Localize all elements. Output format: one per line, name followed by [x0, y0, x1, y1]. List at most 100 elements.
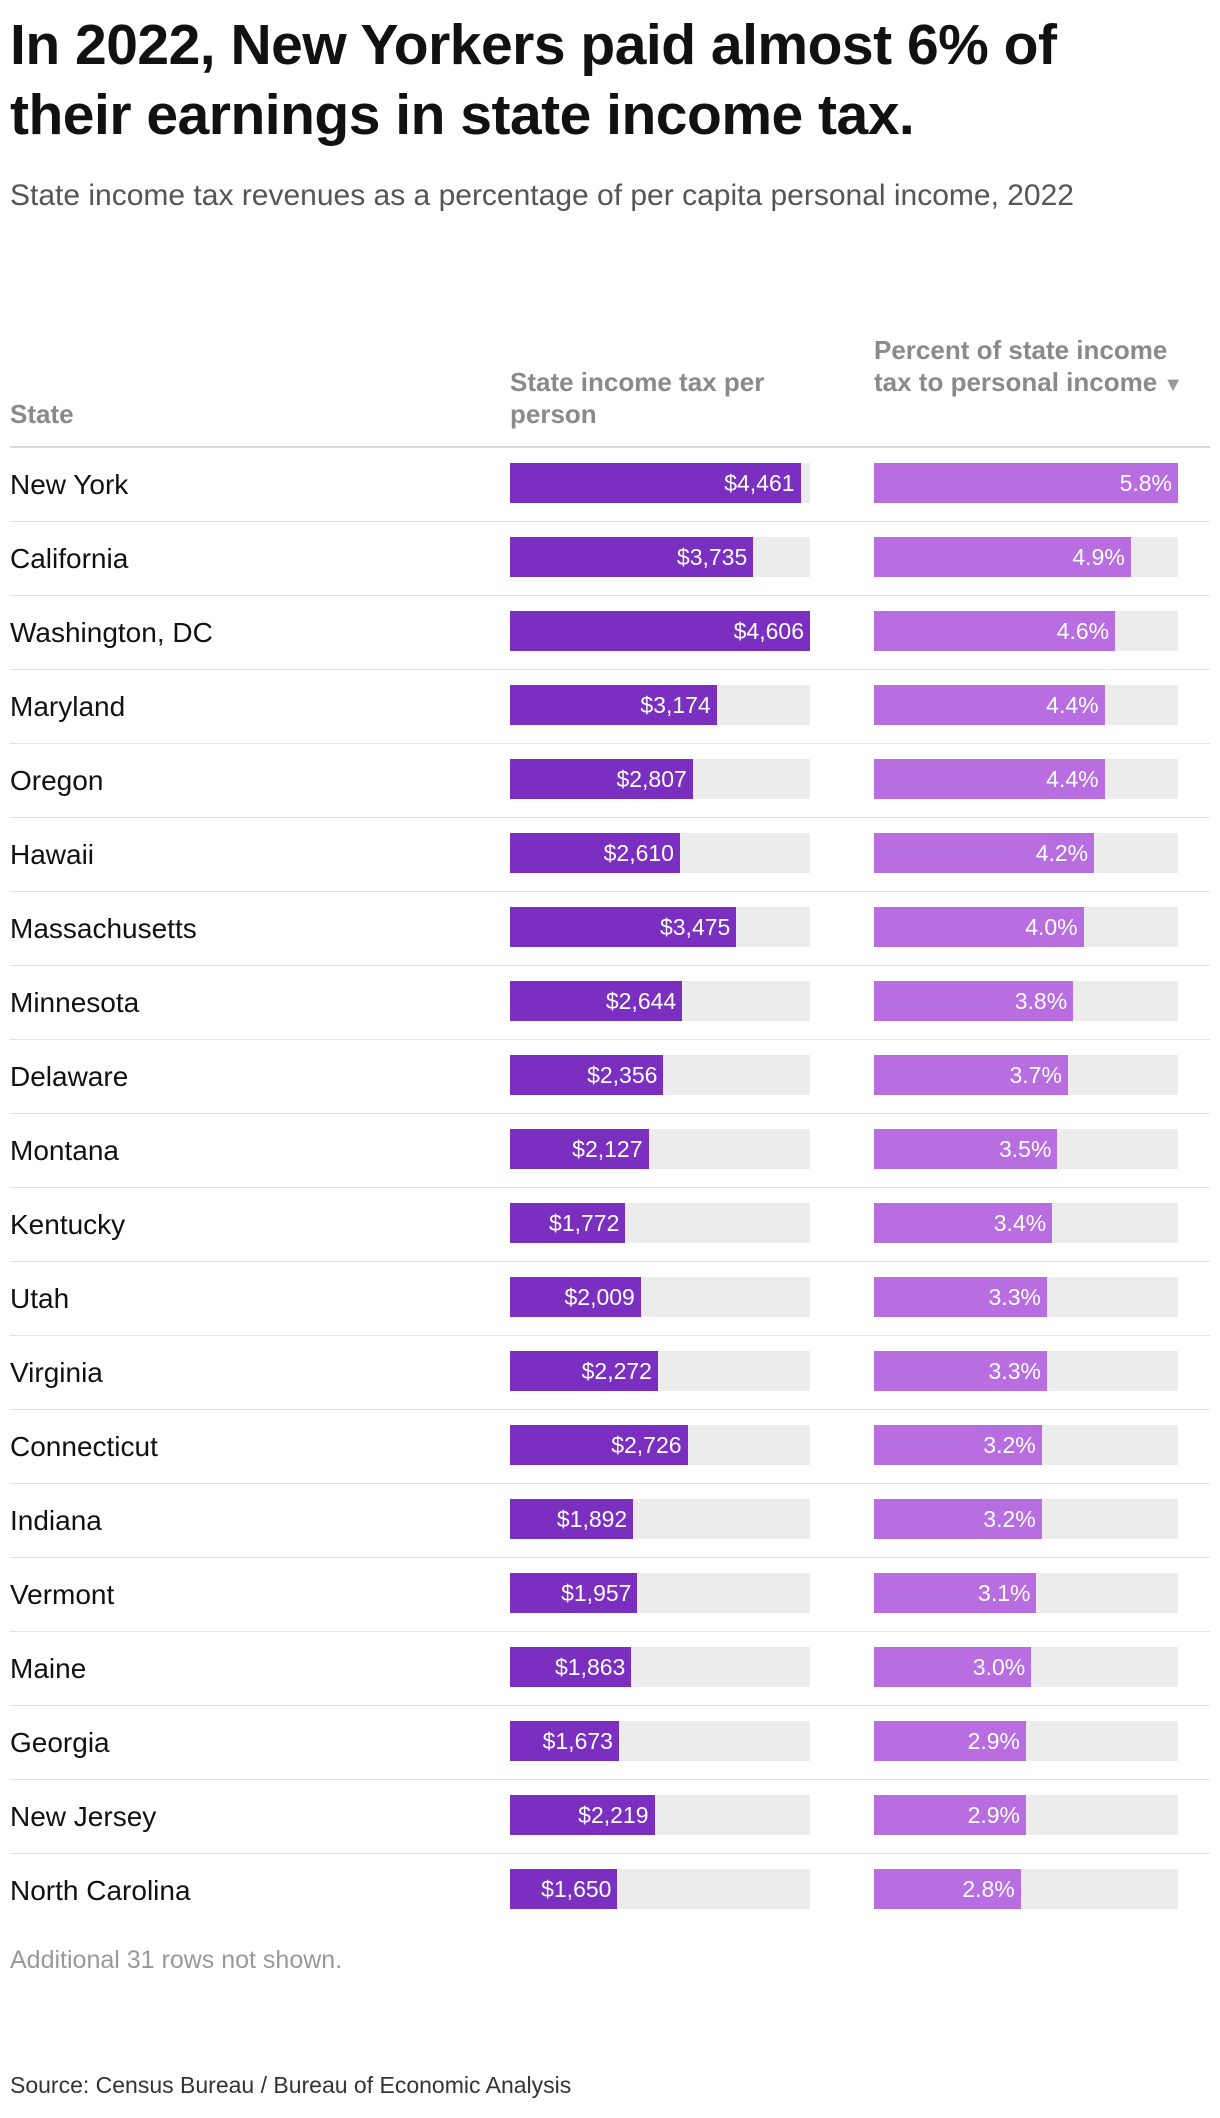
- percent-value-label: 3.0%: [972, 1654, 1026, 1680]
- chart-subtitle: State income tax revenues as a percentag…: [10, 179, 1074, 212]
- tax-bar: $2,610: [510, 833, 680, 873]
- tax-value-label: $2,219: [578, 1802, 649, 1828]
- tax-value-label: $4,606: [733, 618, 804, 644]
- state-name: Georgia: [10, 1727, 110, 1758]
- tax-bar: $2,272: [510, 1351, 658, 1391]
- state-name: Virginia: [10, 1357, 103, 1388]
- percent-bar: 3.2%: [874, 1425, 1042, 1465]
- column-header-percent[interactable]: Percent of state income tax to personal …: [874, 334, 1204, 401]
- column-header-state[interactable]: State: [10, 399, 74, 429]
- percent-bar: 3.3%: [874, 1277, 1047, 1317]
- tax-bar: $2,726: [510, 1425, 688, 1465]
- state-name: Indiana: [10, 1505, 102, 1536]
- percent-bar-track: 4.4%: [874, 685, 1178, 725]
- percent-bar-track: 4.2%: [874, 833, 1178, 873]
- tax-bar-track: $2,219: [510, 1795, 810, 1835]
- tax-bar-track: $1,650: [510, 1869, 810, 1909]
- percent-bar-track: 3.0%: [874, 1647, 1178, 1687]
- tax-bar-track: $2,009: [510, 1277, 810, 1317]
- state-name: Utah: [10, 1283, 70, 1314]
- tax-bar-track: $3,735: [510, 537, 810, 577]
- tax-bar-track: $1,863: [510, 1647, 810, 1687]
- table-row: Vermont $1,957 3.1%: [10, 1558, 1210, 1632]
- tax-bar: $1,650: [510, 1869, 618, 1909]
- percent-bar: 3.1%: [874, 1573, 1037, 1613]
- table-row: Kentucky $1,772 3.4%: [10, 1188, 1210, 1262]
- tax-value-label: $2,610: [603, 840, 674, 866]
- table-body: New York $4,461 5.8% California $3,735 4.9% Wa…: [0, 448, 1220, 1928]
- state-name: Maryland: [10, 691, 126, 722]
- tax-value-label: $2,272: [581, 1358, 652, 1384]
- table-row: Utah $2,009 3.3%: [10, 1262, 1210, 1336]
- sort-descending-icon: ▼: [1163, 374, 1183, 396]
- tax-bar-track: $4,461: [510, 463, 810, 503]
- state-name: Kentucky: [10, 1209, 126, 1240]
- tax-bar: $1,772: [510, 1203, 626, 1243]
- percent-bar-track: 4.0%: [874, 907, 1178, 947]
- percent-value-label: 3.5%: [999, 1136, 1052, 1162]
- percent-bar-track: 3.3%: [874, 1277, 1178, 1317]
- percent-bar: 3.5%: [874, 1129, 1058, 1169]
- tax-value-label: $2,644: [605, 988, 677, 1014]
- tax-bar: $3,475: [510, 907, 737, 947]
- table-row: Oregon $2,807 4.4%: [10, 744, 1210, 818]
- table-row: Minnesota $2,644 3.8%: [10, 966, 1210, 1040]
- tax-bar: $1,863: [510, 1647, 632, 1687]
- percent-bar: 4.9%: [874, 537, 1131, 577]
- tax-bar-track: $2,356: [510, 1055, 810, 1095]
- tax-value-label: $2,356: [587, 1062, 658, 1088]
- tax-bar: $2,009: [510, 1277, 641, 1317]
- tax-bar: $1,957: [510, 1573, 638, 1613]
- percent-bar: 3.4%: [874, 1203, 1053, 1243]
- percent-value-label: 3.1%: [978, 1580, 1031, 1606]
- percent-value-label: 4.2%: [1035, 840, 1089, 866]
- tax-bar-track: $1,673: [510, 1721, 810, 1761]
- tax-value-label: $2,127: [572, 1136, 643, 1162]
- percent-value-label: 2.8%: [962, 1876, 1015, 1902]
- tax-value-label: $1,650: [541, 1876, 612, 1902]
- percent-bar-track: 4.6%: [874, 611, 1178, 651]
- tax-value-label: $3,174: [640, 692, 711, 718]
- tax-value-label: $1,957: [561, 1580, 632, 1606]
- percent-value-label: 4.6%: [1056, 618, 1110, 644]
- percent-bar: 4.6%: [874, 611, 1116, 651]
- percent-bar: 3.3%: [874, 1351, 1047, 1391]
- tax-bar: $2,127: [510, 1129, 649, 1169]
- table-row: Maine $1,863 3.0%: [10, 1632, 1210, 1706]
- tax-value-label: $2,009: [564, 1284, 635, 1310]
- tax-bar: $2,356: [510, 1055, 664, 1095]
- percent-bar: 4.2%: [874, 833, 1095, 873]
- state-name: Oregon: [10, 765, 104, 796]
- percent-bar: 5.8%: [874, 463, 1178, 503]
- tax-value-label: $2,807: [616, 766, 687, 792]
- percent-bar-track: 4.9%: [874, 537, 1178, 577]
- percent-value-label: 5.8%: [1119, 470, 1172, 496]
- percent-bar: 4.4%: [874, 685, 1105, 725]
- column-header-tax-per-person[interactable]: State income tax per person: [510, 367, 765, 429]
- tax-bar-track: $4,606: [510, 611, 810, 651]
- state-name: New Jersey: [10, 1801, 157, 1832]
- percent-bar-track: 3.4%: [874, 1203, 1178, 1243]
- tax-value-label: $4,461: [724, 470, 795, 496]
- state-name: California: [10, 543, 129, 574]
- tax-bar-track: $1,772: [510, 1203, 810, 1243]
- percent-bar-track: 3.2%: [874, 1499, 1178, 1539]
- percent-bar-track: 2.8%: [874, 1869, 1178, 1909]
- state-name: Connecticut: [10, 1431, 158, 1462]
- tax-bar: $3,735: [510, 537, 754, 577]
- state-name: Vermont: [10, 1579, 115, 1610]
- tax-bar: $4,606: [510, 611, 810, 651]
- percent-bar: 2.8%: [874, 1869, 1021, 1909]
- tax-value-label: $1,673: [542, 1728, 613, 1754]
- table-row: New York $4,461 5.8%: [10, 448, 1210, 522]
- percent-bar: 3.7%: [874, 1055, 1068, 1095]
- percent-value-label: 3.3%: [988, 1358, 1041, 1384]
- column-header-percent-label: Percent of state income tax to personal …: [874, 335, 1168, 397]
- percent-value-label: 3.3%: [988, 1284, 1041, 1310]
- percent-bar-track: 3.5%: [874, 1129, 1178, 1169]
- percent-bar-track: 2.9%: [874, 1795, 1178, 1835]
- tax-value-label: $2,726: [611, 1432, 682, 1458]
- table-row: New Jersey $2,219 2.9%: [10, 1780, 1210, 1854]
- tax-value-label: $3,735: [676, 544, 748, 570]
- chart-title: In 2022, New Yorkers paid almost 6% of t…: [10, 13, 1057, 147]
